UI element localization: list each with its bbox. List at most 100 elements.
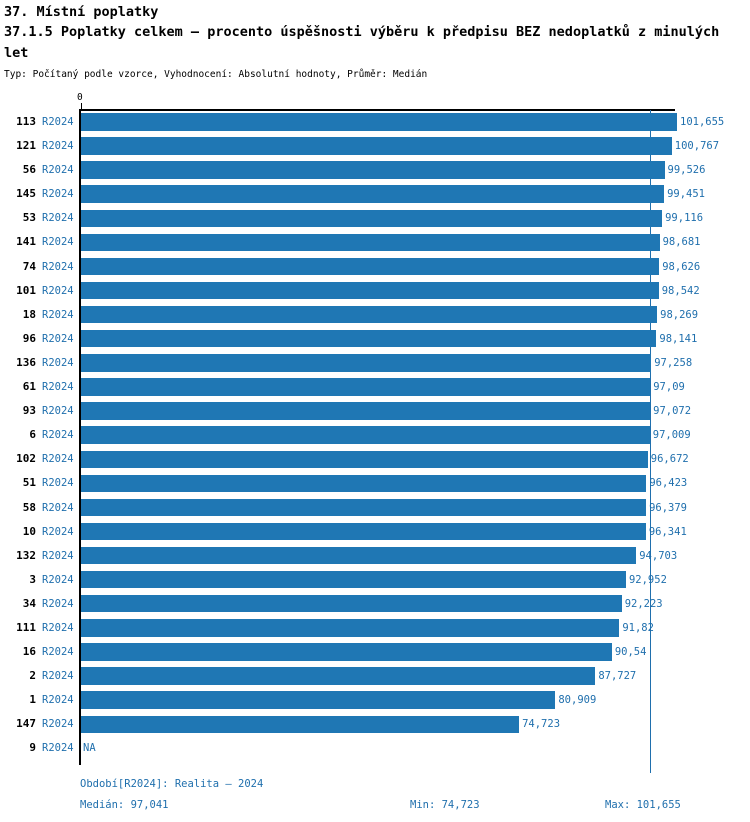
bar-row[interactable]: 113 R2024 101,655 bbox=[0, 110, 750, 134]
bar-row[interactable]: 141 R2024 98,681 bbox=[0, 230, 750, 254]
bar-row[interactable]: 53 R2024 99,116 bbox=[0, 206, 750, 230]
row-period-label: R2024 bbox=[42, 501, 74, 514]
bar-value-label: 96,423 bbox=[649, 477, 688, 490]
bar-row[interactable]: 101 R2024 98,542 bbox=[0, 279, 750, 303]
bar-row[interactable]: 56 R2024 99,526 bbox=[0, 158, 750, 182]
bar-row[interactable]: 51 R2024 96,423 bbox=[0, 471, 750, 495]
bar-value-label: 98,141 bbox=[659, 332, 698, 345]
bar-row[interactable]: 6 R2024 97,009 bbox=[0, 423, 750, 447]
bar-row[interactable]: 2 R2024 87,727 bbox=[0, 664, 750, 688]
bar[interactable] bbox=[81, 185, 665, 203]
bar[interactable] bbox=[81, 161, 665, 179]
row-period-label: R2024 bbox=[42, 140, 74, 153]
row-key-label: 6 bbox=[29, 428, 36, 442]
bar-row[interactable]: 93 R2024 97,072 bbox=[0, 399, 750, 423]
bar[interactable] bbox=[81, 643, 612, 661]
bar[interactable] bbox=[81, 691, 556, 709]
row-key-label: 1 bbox=[29, 693, 36, 707]
bar[interactable] bbox=[81, 209, 663, 227]
bar[interactable] bbox=[81, 426, 650, 444]
bar-row[interactable]: 132 R2024 94,703 bbox=[0, 544, 750, 568]
bar-row[interactable]: 96 R2024 98,141 bbox=[0, 327, 750, 351]
stat-median: Medián: 97,041 bbox=[80, 799, 169, 811]
row-period-label: R2024 bbox=[42, 116, 74, 128]
row-key-label: 101 bbox=[16, 283, 36, 297]
row-key-label: 102 bbox=[16, 452, 36, 466]
row-period-label: R2024 bbox=[42, 188, 74, 201]
row-key-label: 58 bbox=[22, 500, 36, 514]
bar-value-label: 98,542 bbox=[661, 284, 700, 297]
bar[interactable] bbox=[81, 522, 646, 541]
bar[interactable] bbox=[81, 667, 596, 685]
bar[interactable] bbox=[81, 330, 657, 348]
chart-subtitle: 37.1.5 Poplatky celkem – procento úspěšn… bbox=[4, 24, 720, 61]
bar-row[interactable]: 111 R2024 91,82 bbox=[0, 616, 750, 640]
bar[interactable] bbox=[81, 137, 672, 155]
bar-row[interactable]: 74 R2024 98,626 bbox=[0, 255, 750, 279]
axis-tick-label-zero: 0 bbox=[77, 92, 83, 103]
bar-row[interactable]: 145 R2024 99,451 bbox=[0, 182, 750, 206]
row-key-label: 121 bbox=[16, 139, 36, 153]
bar[interactable] bbox=[81, 402, 651, 420]
bar-row[interactable]: 102 R2024 96,672 bbox=[0, 447, 750, 471]
bar-row[interactable]: 3 R2024 92,952 bbox=[0, 568, 750, 592]
bar-value-label: 92,223 bbox=[624, 597, 663, 610]
bar[interactable] bbox=[81, 715, 520, 733]
bar-value-label: 87,727 bbox=[598, 670, 637, 683]
page-title: 37. Místní poplatky bbox=[4, 4, 159, 20]
row-key-label: 51 bbox=[22, 476, 36, 490]
bar[interactable] bbox=[81, 354, 652, 372]
bar[interactable] bbox=[81, 450, 648, 468]
bar[interactable] bbox=[81, 305, 658, 324]
y-axis-line bbox=[79, 110, 81, 765]
row-period-label: R2024 bbox=[42, 742, 74, 755]
row-period-label: R2024 bbox=[42, 646, 74, 659]
bar-value-label: 99,526 bbox=[667, 164, 706, 177]
row-period-label: R2024 bbox=[42, 260, 74, 273]
row-period-label: R2024 bbox=[42, 236, 74, 249]
row-key-label: 147 bbox=[16, 717, 36, 731]
bar[interactable] bbox=[81, 378, 651, 396]
row-period-label: R2024 bbox=[42, 670, 74, 683]
bar[interactable] bbox=[81, 474, 647, 492]
axis-tick-mark-zero bbox=[81, 103, 82, 110]
stat-min: Min: 74,723 bbox=[410, 799, 480, 811]
bar[interactable] bbox=[81, 257, 660, 276]
bar-row[interactable]: 121 R2024 100,767 bbox=[0, 134, 750, 158]
bar[interactable] bbox=[81, 281, 659, 300]
row-key-label: 2 bbox=[29, 669, 36, 683]
bar-row[interactable]: 136 R2024 97,258 bbox=[0, 351, 750, 375]
bar-row[interactable]: 16 R2024 90,54 bbox=[0, 640, 750, 664]
bar[interactable] bbox=[81, 546, 637, 565]
bar-row[interactable]: 61 R2024 97,09 bbox=[0, 375, 750, 399]
row-period-label: R2024 bbox=[42, 284, 74, 297]
median-reference-line bbox=[649, 110, 652, 773]
bar[interactable] bbox=[81, 619, 620, 637]
bar-row[interactable]: 1 R2024 80,909 bbox=[0, 688, 750, 712]
row-key-label: 113 bbox=[16, 115, 36, 128]
bar-row[interactable]: 9 R2024 NA bbox=[0, 736, 750, 760]
row-period-label: R2024 bbox=[42, 573, 74, 586]
bar[interactable] bbox=[81, 233, 660, 252]
bar-row[interactable]: 10 R2024 96,341 bbox=[0, 520, 750, 544]
row-period-label: R2024 bbox=[42, 549, 74, 562]
bar-row[interactable]: 34 R2024 92,223 bbox=[0, 592, 750, 616]
bar[interactable] bbox=[81, 595, 622, 613]
row-period-label: R2024 bbox=[42, 477, 74, 490]
row-period-label: R2024 bbox=[42, 164, 74, 177]
bar-chart: 0 113 R2024 101,655 121 R2024 100,767 56 R2024 9… bbox=[0, 92, 750, 773]
bar-value-label: 91,82 bbox=[622, 621, 654, 634]
row-key-label: 53 bbox=[22, 211, 36, 225]
row-period-label: R2024 bbox=[42, 621, 74, 634]
row-key-label: 132 bbox=[16, 548, 36, 562]
row-key-label: 96 bbox=[22, 331, 36, 345]
bar-value-label: 97,072 bbox=[653, 405, 692, 418]
bar-row[interactable]: 18 R2024 98,269 bbox=[0, 303, 750, 327]
bar[interactable] bbox=[81, 113, 677, 131]
bar[interactable] bbox=[81, 570, 626, 589]
row-period-label: R2024 bbox=[42, 212, 74, 225]
bar-row[interactable]: 58 R2024 96,379 bbox=[0, 496, 750, 520]
chart-header: 37. Místní poplatky 37.1.5 Poplatky celk… bbox=[0, 0, 750, 82]
bar[interactable] bbox=[81, 498, 647, 517]
bar-row[interactable]: 147 R2024 74,723 bbox=[0, 712, 750, 736]
